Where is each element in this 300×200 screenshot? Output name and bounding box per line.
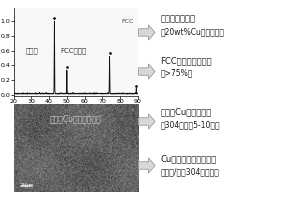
Text: 高熵提高固溶度: 高熵提高固溶度	[160, 15, 196, 23]
Text: 高含量Cu实现防污性: 高含量Cu实现防污性	[160, 108, 212, 116]
Polygon shape	[139, 114, 155, 129]
Text: FCC: FCC	[122, 19, 134, 24]
Text: （20wt%Cu实现互溶）: （20wt%Cu实现互溶）	[160, 27, 224, 36]
Text: Cu均匀分布实现耐蚀性: Cu均匀分布实现耐蚀性	[160, 154, 217, 164]
X-axis label: Cu (a1 2: Cu (a1 2	[61, 106, 91, 112]
Text: FCC相结构: FCC相结构	[61, 47, 87, 54]
Text: 25μm: 25μm	[20, 183, 34, 188]
Text: （304不锈钢5-10倍）: （304不锈钢5-10倍）	[160, 120, 220, 130]
Text: （>75%）: （>75%）	[160, 68, 193, 77]
Polygon shape	[139, 158, 155, 173]
Text: 高含量Cu元素均匀分布: 高含量Cu元素均匀分布	[50, 114, 102, 123]
Text: 多主元: 多主元	[26, 47, 39, 54]
Polygon shape	[139, 64, 155, 79]
Text: FCC结构实现高塑性: FCC结构实现高塑性	[160, 56, 212, 66]
Polygon shape	[139, 25, 155, 40]
Text: （接近/超过304不锈钢）: （接近/超过304不锈钢）	[160, 168, 219, 176]
